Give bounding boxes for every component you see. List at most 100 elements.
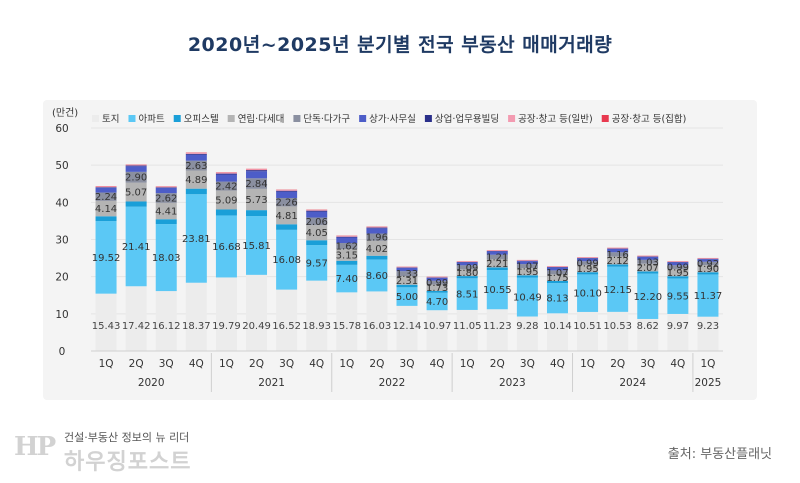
- data-label: 10.97: [423, 321, 452, 332]
- bar-segment: [155, 193, 177, 203]
- bar-segment: [607, 266, 629, 312]
- bar-segment: [366, 259, 388, 292]
- legend-swatch: [508, 115, 516, 122]
- bar-segment: [456, 261, 478, 262]
- legend-swatch: [227, 115, 235, 122]
- bar-segment: [246, 178, 268, 189]
- bar-segment: [366, 233, 388, 241]
- data-label: 9.55: [667, 292, 689, 303]
- legend-label: 공장·창고 등(집합): [612, 113, 687, 125]
- bar-segment: [667, 278, 689, 314]
- bar-segment: [486, 250, 508, 252]
- legend-swatch: [424, 115, 432, 122]
- bar-segment: [155, 187, 177, 188]
- bars: [95, 152, 719, 351]
- bar-segment: [577, 258, 599, 262]
- bar-segment: [366, 227, 388, 229]
- bar-segment: [306, 240, 328, 246]
- x-tick-label: 4Q: [670, 358, 685, 370]
- bar-segment: [667, 268, 689, 277]
- bar-segment: [516, 264, 538, 269]
- bar-segment: [667, 265, 689, 269]
- bar-segment: [246, 210, 268, 217]
- bar-segment: [577, 257, 599, 258]
- bar-segment: [546, 274, 568, 281]
- data-label: 2.31: [396, 276, 418, 287]
- bar-segment: [215, 173, 237, 175]
- y-tick-label: 0: [59, 346, 66, 358]
- x-tick-label: 4Q: [309, 358, 324, 370]
- bar-segment: [155, 202, 177, 220]
- data-label: 7.40: [336, 274, 358, 285]
- bar-segment: [396, 266, 418, 268]
- data-label: 4.05: [306, 228, 328, 239]
- data-label: 4.41: [155, 207, 177, 218]
- data-label: 2.63: [185, 161, 207, 172]
- data-label: 2.12: [607, 256, 629, 267]
- bar-segment: [486, 254, 508, 260]
- bar-segment: [516, 277, 538, 317]
- legend-swatch: [173, 115, 181, 122]
- x-group-label: 2020: [138, 377, 165, 389]
- x-tick-label: 1Q: [99, 358, 114, 370]
- bar-segment: [426, 276, 448, 278]
- bar-segment: [396, 276, 418, 285]
- y-axis-label: (만건): [52, 107, 78, 119]
- data-label: 1.62: [336, 242, 358, 253]
- data-label: 1.95: [516, 267, 538, 278]
- data-label: 1.73: [426, 283, 448, 294]
- bar-segment: [276, 189, 298, 191]
- bar-segment: [456, 309, 478, 351]
- bar-segment: [306, 245, 328, 281]
- bar-segment: [546, 280, 568, 284]
- data-label: 12.15: [603, 285, 632, 296]
- bar-segment: [276, 206, 298, 225]
- bar-segment: [637, 259, 659, 264]
- bar-segment: [697, 265, 719, 273]
- data-labels: 15.43 17.42 16.12 18.37 19.79 20.49 16.52 18.93…: [92, 161, 723, 332]
- data-label: 18.03: [152, 253, 181, 264]
- bar-segment: [95, 186, 117, 188]
- bar-segment: [396, 271, 418, 277]
- x-tick-label: 1Q: [580, 358, 595, 370]
- bar-segment: [246, 216, 268, 275]
- bar-segment: [697, 272, 719, 275]
- bar-segment: [336, 237, 358, 244]
- legend-swatch: [293, 115, 301, 122]
- bar-segment: [215, 277, 237, 351]
- bar-segment: [185, 160, 207, 171]
- data-label: 19.52: [92, 253, 121, 264]
- bar-segment: [486, 259, 508, 268]
- x-tick-label: 4Q: [189, 358, 204, 370]
- bar-segment: [426, 290, 448, 293]
- bar-segment: [546, 270, 568, 275]
- data-label: 10.51: [573, 321, 602, 332]
- bar-segment: [396, 305, 418, 351]
- x-tick-label: 3Q: [640, 358, 655, 370]
- data-label: 15.43: [92, 321, 121, 332]
- bar-segment: [516, 268, 538, 276]
- bar-segment: [667, 276, 689, 279]
- bar-segment: [577, 264, 599, 273]
- bar-segment: [607, 256, 629, 265]
- bar-segment: [577, 272, 599, 275]
- bar-segment: [697, 316, 719, 351]
- bar-segment: [667, 262, 689, 266]
- bar-segment: [155, 219, 177, 225]
- bar-segment: [637, 256, 659, 260]
- data-label: 4.14: [95, 204, 117, 215]
- data-label: 1.75: [546, 273, 568, 284]
- bar-segment: [426, 310, 448, 351]
- bar-segment: [607, 248, 629, 249]
- bar-segment: [637, 255, 659, 257]
- bar-segment: [426, 280, 448, 285]
- data-label: 1.95: [667, 268, 689, 279]
- y-tick-label: 20: [55, 272, 68, 284]
- data-label: 0.99: [667, 263, 689, 274]
- data-label: 9.28: [516, 321, 538, 332]
- bar-segment: [95, 216, 117, 222]
- bar-segment: [276, 190, 298, 192]
- bar-segment: [306, 225, 328, 241]
- x-tick-label: 3Q: [279, 358, 294, 370]
- x-group-label: 2025: [695, 377, 722, 389]
